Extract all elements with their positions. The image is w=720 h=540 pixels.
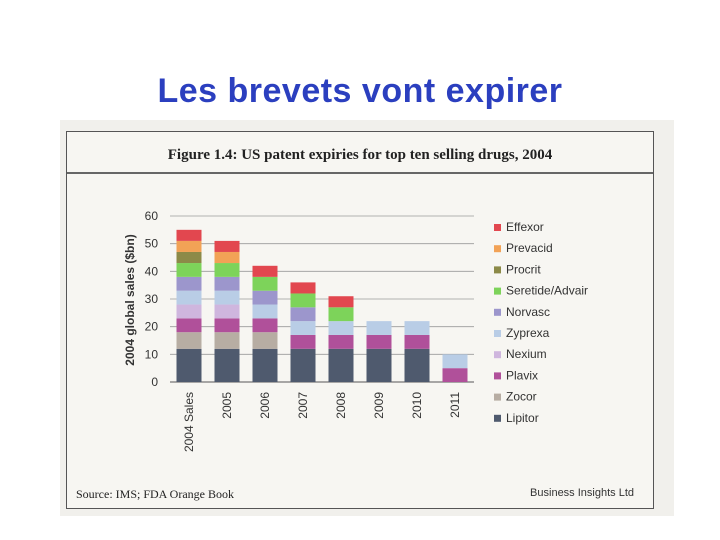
legend-label: Effexor bbox=[506, 220, 544, 234]
x-tick-label: 2011 bbox=[448, 392, 462, 418]
bar-segment bbox=[252, 318, 278, 333]
legend-swatch bbox=[494, 393, 501, 401]
legend-swatch bbox=[494, 287, 501, 295]
bar-segment bbox=[176, 229, 202, 241]
bar-segment bbox=[252, 276, 278, 291]
bar-segment bbox=[442, 354, 468, 369]
bar-segment bbox=[176, 304, 202, 319]
bar-segment bbox=[252, 290, 278, 305]
figure-title-rule bbox=[67, 172, 653, 174]
bar-segment bbox=[442, 368, 468, 382]
bar-segment bbox=[366, 334, 392, 349]
legend-label: Seretide/Advair bbox=[506, 284, 588, 298]
legend-swatch bbox=[494, 224, 501, 231]
bar-segment bbox=[328, 334, 354, 349]
legend-swatch bbox=[494, 330, 501, 337]
y-tick-labels: 0 10 20 30 40 50 60 bbox=[145, 209, 159, 389]
bars bbox=[176, 229, 468, 382]
bar-segment bbox=[290, 282, 316, 294]
bar-segment bbox=[176, 263, 202, 277]
bar-segment bbox=[404, 348, 430, 382]
bar-segment bbox=[214, 251, 240, 264]
bar-segment bbox=[252, 265, 278, 277]
figure-title: Figure 1.4: US patent expiries for top t… bbox=[167, 147, 553, 163]
bar-segment bbox=[176, 290, 202, 305]
bar-segment bbox=[214, 332, 240, 349]
bar-segment bbox=[214, 348, 240, 382]
bar-segment bbox=[404, 321, 430, 335]
bar-segment bbox=[214, 276, 240, 291]
legend-label: Plavix bbox=[506, 368, 538, 382]
bar-segment bbox=[176, 332, 202, 349]
bar-segment bbox=[214, 290, 240, 305]
legend-label: Procrit bbox=[506, 262, 541, 276]
x-tick-label: 2009 bbox=[372, 392, 386, 419]
y-tick-label: 30 bbox=[145, 292, 159, 306]
source-note: Source: IMS; FDA Orange Book bbox=[76, 487, 234, 501]
publisher-credit: Business Insights Ltd bbox=[530, 487, 634, 499]
bar-segment bbox=[328, 307, 354, 322]
legend-swatch bbox=[494, 372, 501, 380]
bar-segment bbox=[290, 348, 316, 382]
bar-segment bbox=[290, 293, 316, 308]
legend-label: Lipitor bbox=[506, 411, 539, 425]
legend-label: Norvasc bbox=[506, 305, 550, 319]
y-tick-label: 60 bbox=[145, 209, 159, 223]
bar-segment bbox=[214, 263, 240, 277]
legend-label: Prevacid bbox=[506, 241, 553, 255]
bar-segment bbox=[252, 304, 278, 319]
bar-segment bbox=[214, 240, 240, 252]
legend-swatch bbox=[494, 351, 501, 359]
legend-swatch bbox=[494, 266, 501, 274]
bar-segment bbox=[176, 276, 202, 291]
bar-segment bbox=[290, 321, 316, 335]
bar-segment bbox=[328, 321, 354, 335]
x-tick-label: 2008 bbox=[334, 392, 348, 419]
x-tick-label: 2006 bbox=[258, 392, 272, 419]
legend-swatch bbox=[494, 308, 501, 316]
bar-segment bbox=[176, 251, 202, 264]
bar-segment bbox=[252, 332, 278, 349]
bar-segment bbox=[176, 240, 202, 252]
y-tick-label: 10 bbox=[145, 347, 159, 361]
bar-segment bbox=[290, 307, 316, 322]
bar-segment bbox=[176, 318, 202, 333]
x-tick-label: 2004 Sales bbox=[182, 392, 196, 452]
y-tick-label: 40 bbox=[145, 264, 159, 278]
bar-segment bbox=[328, 348, 354, 382]
y-tick-label: 20 bbox=[145, 320, 159, 334]
y-tick-label: 50 bbox=[145, 237, 159, 251]
legend-swatch bbox=[494, 414, 501, 422]
bar-segment bbox=[176, 348, 202, 382]
bar-segment bbox=[328, 296, 354, 308]
x-tick-labels: 2004 Sales 2005 2006 2007 2008 2009 2010 2011 bbox=[182, 392, 462, 452]
legend-swatch bbox=[494, 245, 501, 253]
legend-label: Zyprexa bbox=[506, 326, 550, 340]
bar-segment bbox=[214, 318, 240, 333]
y-axis-label: 2004 global sales ($bn) bbox=[123, 234, 137, 365]
bar-segment bbox=[252, 348, 278, 382]
legend: Effexor Prevacid Procrit Seretide/Advair Nor… bbox=[494, 220, 588, 425]
bar-segment bbox=[404, 334, 430, 349]
legend-label: Nexium bbox=[506, 347, 547, 361]
bar-segment bbox=[214, 304, 240, 319]
x-tick-label: 2005 bbox=[220, 392, 234, 419]
figure-frame bbox=[66, 131, 654, 509]
x-tick-label: 2010 bbox=[410, 392, 424, 419]
bar-segment bbox=[366, 321, 392, 335]
legend-label: Zocor bbox=[506, 390, 537, 404]
slide-title: Les brevets vont expirer bbox=[157, 72, 563, 110]
bar-segment bbox=[290, 334, 316, 349]
bar-segment bbox=[366, 348, 392, 382]
y-tick-label: 0 bbox=[151, 375, 158, 389]
x-tick-label: 2007 bbox=[296, 392, 310, 419]
